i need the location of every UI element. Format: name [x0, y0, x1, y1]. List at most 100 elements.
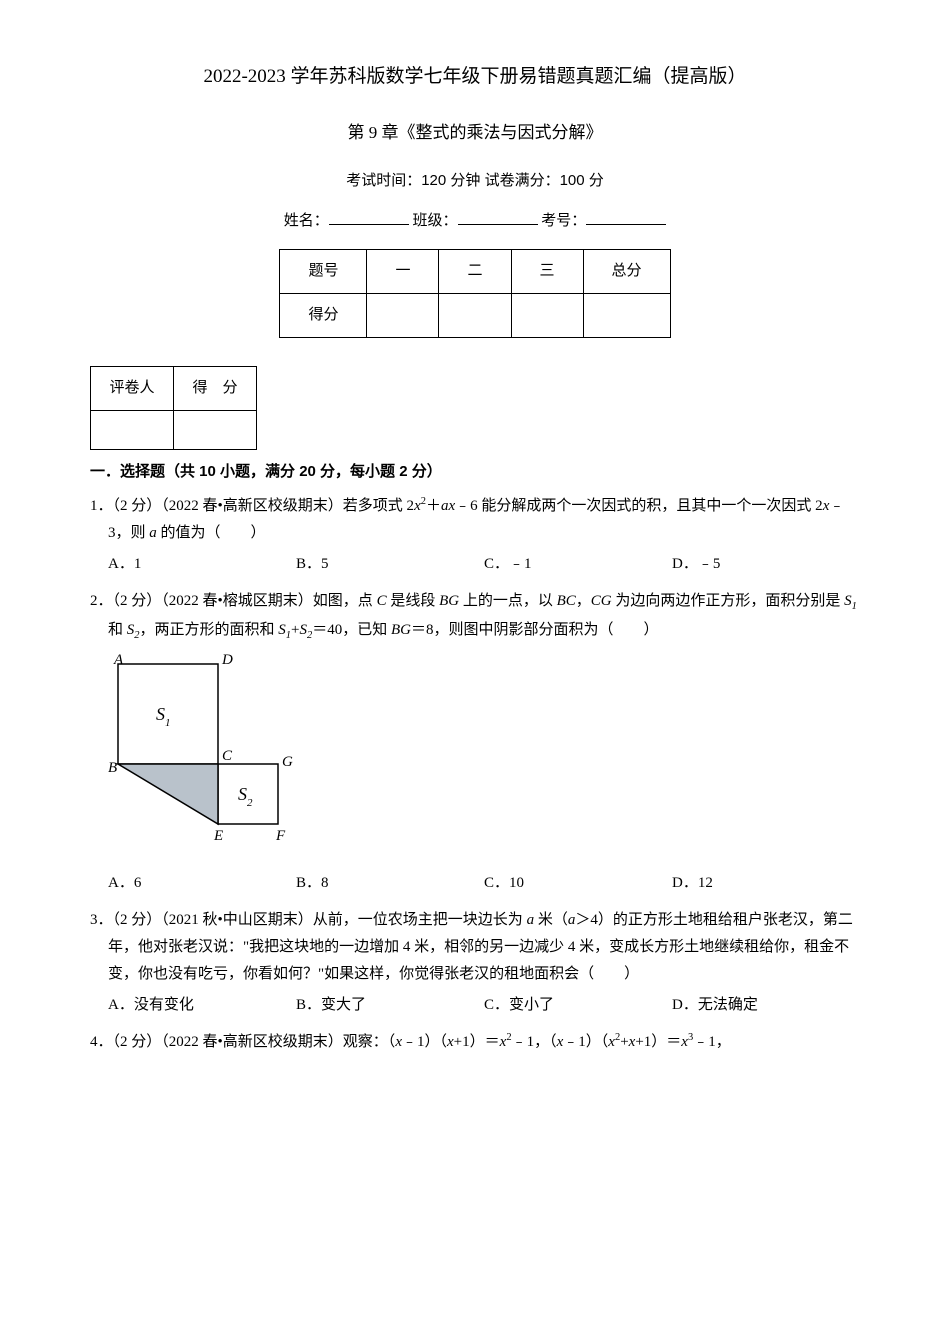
q-text: ，两正方形的面积和: [140, 622, 279, 638]
name-label: 姓名：: [284, 213, 329, 229]
empty-cell: [174, 410, 257, 449]
section-1-header: 一．选择题（共 10 小题，满分 20 分，每小题 2 分）: [90, 458, 860, 485]
square-s2: [218, 764, 278, 824]
label-C: C: [222, 748, 233, 764]
id-label: 考号：: [541, 213, 586, 229]
label-D: D: [221, 654, 233, 668]
question-2: 2．（2 分）（2022 春•榕城区期末）如图，点 C 是线段 BG 上的一点，…: [90, 588, 860, 897]
q-text: ﹣1，: [693, 1034, 731, 1050]
q-text: 观察：（: [343, 1034, 396, 1050]
exam-info: 考试时间：120 分钟 试卷满分：100 分: [90, 167, 860, 194]
q-pts: （2 分）: [113, 498, 162, 514]
q3-options: A．没有变化 B．变大了 C．变小了 D．无法确定: [90, 992, 860, 1019]
q-text: 为边向两边作正方形，面积分别是: [612, 593, 845, 609]
q-text: +1）＝: [635, 1034, 681, 1050]
label-F: F: [275, 828, 286, 844]
q-src: （2021 秋•中山区期末）: [161, 912, 313, 928]
q1-text: 1．（2 分）（2022 春•高新区校级期末）若多项式 2x2＋ax﹣6 能分解…: [90, 493, 860, 547]
q-text: ﹣6 能分解成两个一次因式的积，且其中一个一次因式 2: [455, 498, 823, 514]
var-BC: BC: [557, 593, 576, 609]
var-C: C: [377, 593, 387, 609]
header-cell: 三: [511, 249, 583, 293]
label-B: B: [108, 760, 117, 776]
label-S2: S2: [238, 784, 253, 809]
opt-c: C．变小了: [484, 992, 672, 1019]
q-num: 4．: [90, 1034, 113, 1050]
label-S1: S1: [156, 704, 171, 729]
var-a: a: [149, 525, 157, 541]
q-src: （2022 春•高新区校级期末）: [161, 498, 343, 514]
empty-cell: [583, 293, 670, 337]
doc-subtitle: 第 9 章《整式的乘法与因式分解》: [90, 118, 860, 149]
q-pts: （2 分）: [113, 1034, 162, 1050]
grader-label: 评卷人: [91, 366, 174, 410]
q-text: +1）＝: [454, 1034, 500, 1050]
q-num: 2．: [90, 593, 113, 609]
table-row: 题号 一 二 三 总分: [280, 249, 670, 293]
q-text: 和: [108, 622, 127, 638]
question-4: 4．（2 分）（2022 春•高新区校级期末）观察：（x﹣1）（x+1）＝x2﹣…: [90, 1029, 860, 1056]
q2-text: 2．（2 分）（2022 春•榕城区期末）如图，点 C 是线段 BG 上的一点，…: [90, 588, 860, 646]
square-s1: [118, 664, 218, 764]
grader-score-label: 得 分: [174, 366, 257, 410]
q-text: 的值为（ ）: [157, 525, 266, 541]
id-blank: [586, 209, 666, 225]
var-BG: BG: [439, 593, 459, 609]
label-G: G: [282, 754, 293, 770]
score-table: 题号 一 二 三 总分 得分: [279, 249, 670, 338]
opt-a: A．没有变化: [108, 992, 296, 1019]
label-E: E: [213, 828, 223, 844]
q-text: ＝8，则图中阴影部分面积为（ ）: [411, 622, 659, 638]
shaded-triangle: [118, 764, 218, 824]
var-S1: S: [278, 622, 286, 638]
q2-options: A．6 B．8 C．10 D．12: [90, 870, 860, 897]
sub-1: 1: [286, 630, 291, 641]
var-a: a: [527, 912, 535, 928]
var-BG: BG: [391, 622, 411, 638]
opt-a: A．6: [108, 870, 296, 897]
q-num: 1．: [90, 498, 113, 514]
var-S2: S: [300, 622, 308, 638]
row-label-cell: 得分: [280, 293, 367, 337]
q-num: 3．: [90, 912, 113, 928]
grader-table: 评卷人 得 分: [90, 366, 257, 450]
question-3: 3．（2 分）（2021 秋•中山区期末）从前，一位农场主把一块边长为 a 米（…: [90, 907, 860, 1019]
class-label: 班级：: [412, 213, 457, 229]
student-info-line: 姓名： 班级： 考号：: [90, 208, 860, 235]
q-text: 上的一点，以: [459, 593, 557, 609]
question-1: 1．（2 分）（2022 春•高新区校级期末）若多项式 2x2＋ax﹣6 能分解…: [90, 493, 860, 578]
q2-diagram: A D B C G E F S1 S2: [108, 654, 860, 864]
doc-title: 2022-2023 学年苏科版数学七年级下册易错题真题汇编（提高版）: [90, 60, 860, 94]
var-x: x: [608, 1034, 615, 1050]
var-x: x: [414, 498, 421, 514]
q-pts: （2 分）: [113, 912, 162, 928]
opt-b: B．8: [296, 870, 484, 897]
q-text: 如图，点: [313, 593, 377, 609]
empty-cell: [511, 293, 583, 337]
q-text: +: [620, 1034, 628, 1050]
q-text: 是线段: [387, 593, 440, 609]
var-ax: ax: [441, 498, 455, 514]
empty-cell: [91, 410, 174, 449]
q1-options: A．1 B．5 C．﹣1 D．﹣5: [90, 551, 860, 578]
opt-b: B．5: [296, 551, 484, 578]
table-row: 评卷人 得 分: [91, 366, 257, 410]
opt-d: D．12: [672, 870, 860, 897]
q-text: 若多项式 2: [343, 498, 414, 514]
empty-cell: [367, 293, 439, 337]
var-x: x: [447, 1034, 454, 1050]
q-src: （2022 春•高新区校级期末）: [161, 1034, 343, 1050]
opt-b: B．变大了: [296, 992, 484, 1019]
sub-1: 1: [852, 601, 857, 612]
opt-d: D．﹣5: [672, 551, 860, 578]
q-text: ﹣1）（: [402, 1034, 447, 1050]
header-cell: 一: [367, 249, 439, 293]
var-S1: S: [844, 593, 852, 609]
q-text: ＋: [426, 498, 441, 514]
name-blank: [329, 209, 409, 225]
q-text: 从前，一位农场主把一块边长为: [313, 912, 527, 928]
q-text: ，: [576, 593, 591, 609]
table-row: 得分: [280, 293, 670, 337]
var-CG: CG: [591, 593, 612, 609]
opt-c: C．10: [484, 870, 672, 897]
